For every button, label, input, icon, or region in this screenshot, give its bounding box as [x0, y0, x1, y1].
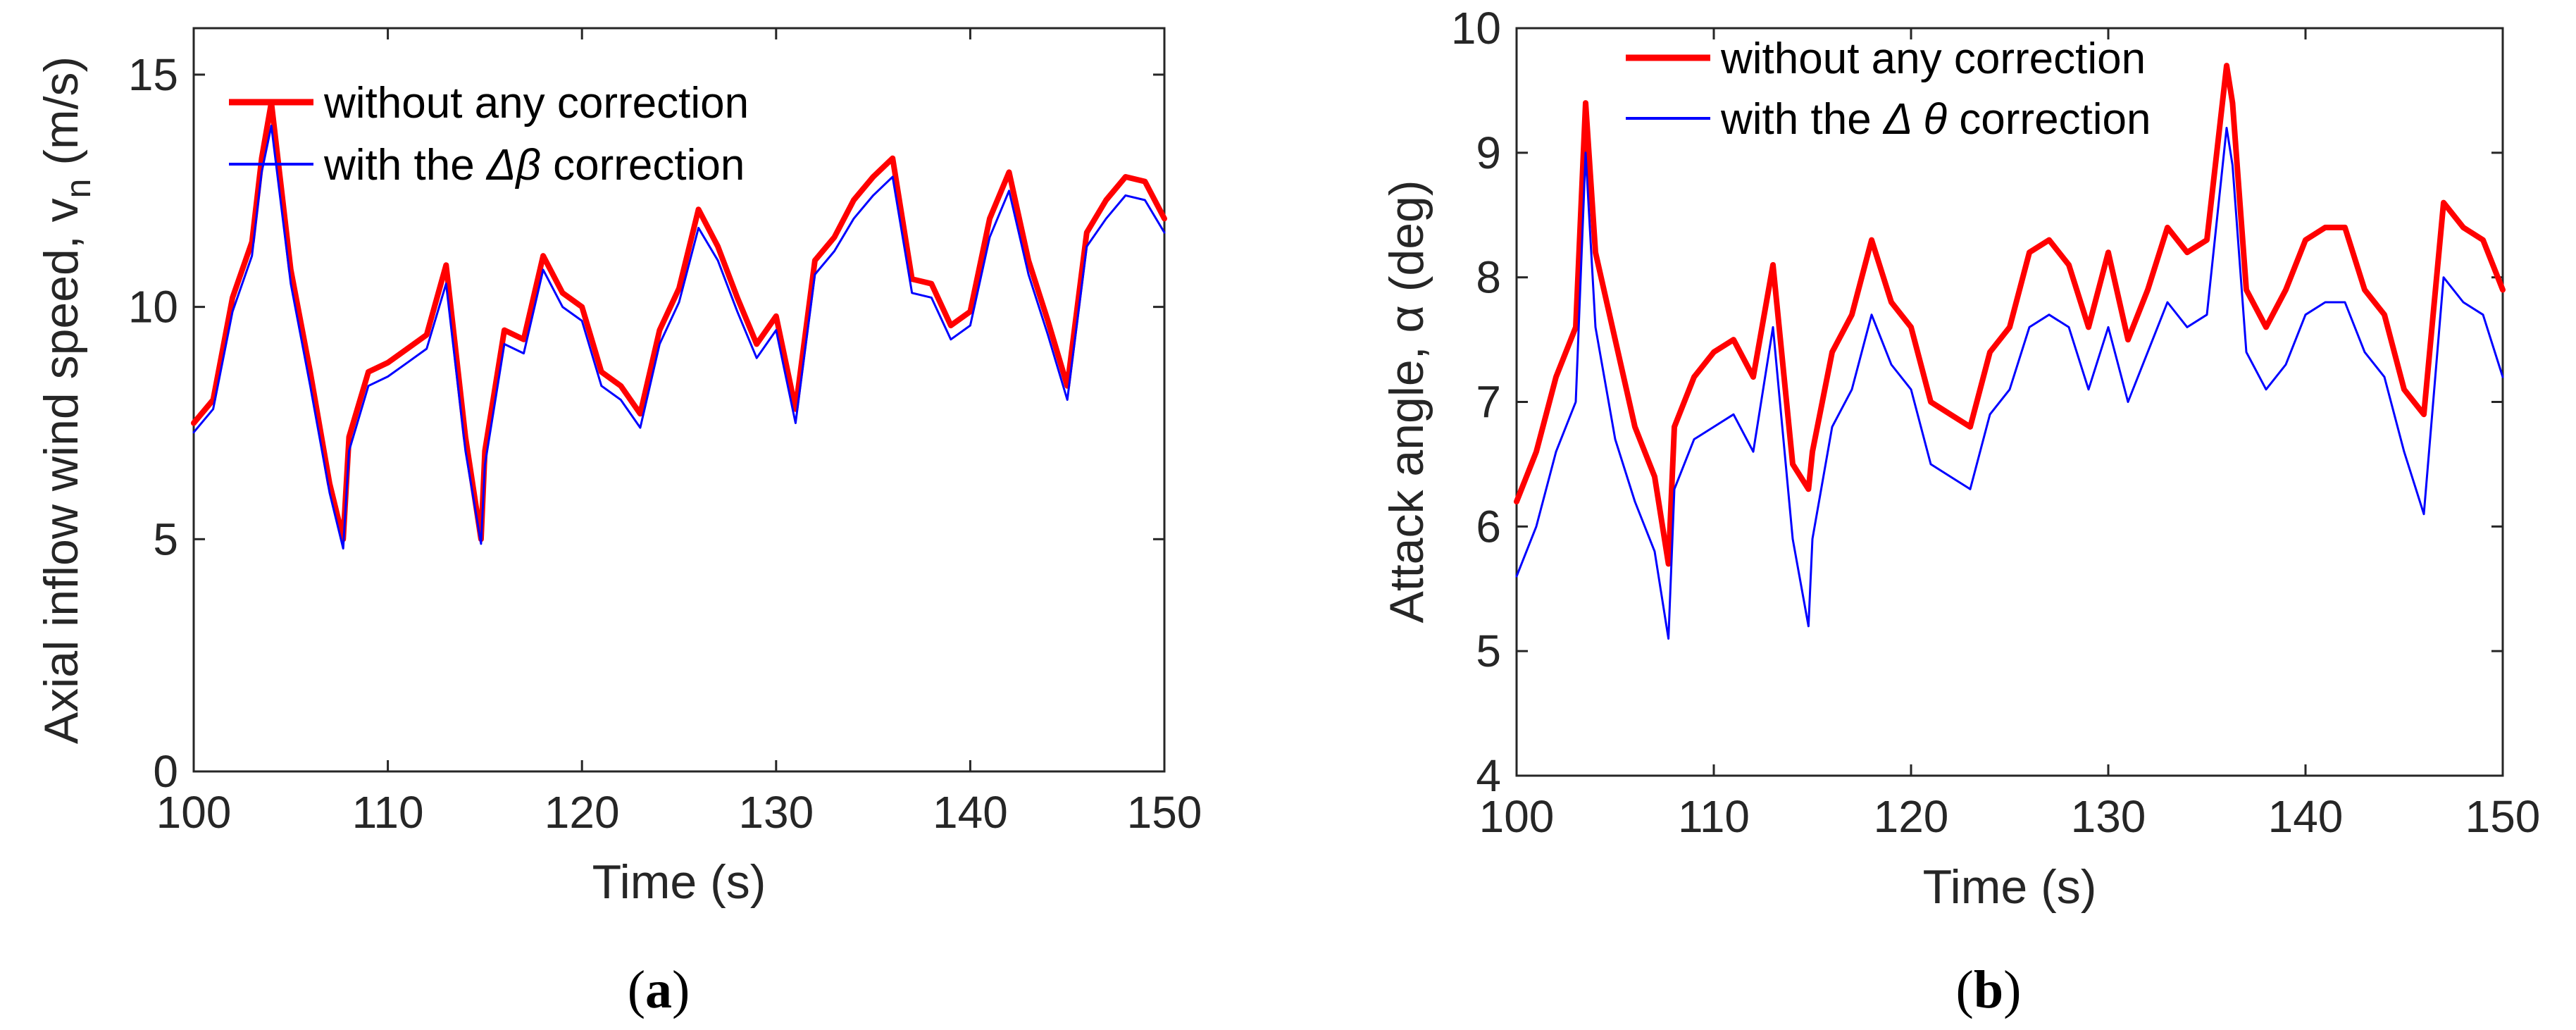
legend-a: without any correction with the Δβ corre… — [229, 79, 749, 190]
y-tick-label-b-2: 6 — [1476, 501, 1501, 552]
x-tick-label-a-5: 150 — [1127, 787, 1202, 838]
x-tick-labels-a: 100 110 120 130 140 150 — [156, 787, 1202, 838]
x-tick-label-b-1: 110 — [1678, 791, 1750, 842]
x-tick-label-a-0: 100 — [156, 787, 232, 838]
plot-area-a — [192, 27, 1166, 773]
legend-label-red-a: without any correction — [323, 79, 749, 128]
y-tick-label-b-3: 7 — [1476, 377, 1501, 428]
x-axis-label-b: Time (s) — [1923, 860, 2097, 914]
legend-label-blue-a: with the Δβ correction — [323, 141, 745, 190]
x-tick-label-a-4: 140 — [933, 787, 1008, 838]
x-tick-label-a-1: 110 — [352, 787, 424, 838]
y-tick-label-a-0: 0 — [153, 746, 178, 797]
plot-area-b — [1515, 27, 2504, 777]
y-tick-label-b-6: 10 — [1451, 3, 1501, 54]
caption-b: (b) — [1956, 960, 2022, 1019]
y-tick-label-a-1: 5 — [153, 514, 178, 564]
series-lines-b — [1514, 63, 2506, 640]
x-tick-label-b-2: 120 — [1874, 791, 1949, 842]
series-line-a-with-correction — [192, 125, 1166, 550]
tick-marks-a — [192, 28, 1166, 773]
series-line-a-without-correction — [191, 99, 1167, 542]
x-tick-label-b-4: 140 — [2268, 791, 2344, 842]
x-tick-label-a-2: 120 — [545, 787, 620, 838]
y-tick-label-b-4: 8 — [1476, 252, 1501, 303]
legend-label-blue-b: with the Δ θ correction — [1720, 95, 2151, 144]
caption-a: (a) — [628, 960, 690, 1019]
y-tick-label-b-1: 5 — [1476, 626, 1501, 676]
series-lines-a — [191, 99, 1167, 550]
x-tick-label-b-0: 100 — [1479, 791, 1555, 842]
y-tick-label-a-2: 10 — [128, 282, 178, 333]
y-axis-label-b: Attack angle, α (deg) — [1380, 180, 1433, 623]
chart-panel-a: 0 5 10 15 100 110 120 130 140 150 Time (s) Axial… — [35, 27, 1202, 1019]
y-tick-label-b-5: 9 — [1476, 128, 1501, 178]
tick-marks-b — [1515, 27, 2504, 777]
legend-label-red-b: without any correction — [1720, 35, 2146, 83]
y-tick-label-b-0: 4 — [1476, 750, 1501, 801]
x-axis-label-a: Time (s) — [592, 855, 766, 909]
x-tick-label-b-3: 130 — [2071, 791, 2146, 842]
x-tick-label-a-3: 130 — [738, 787, 814, 838]
legend-b: without any correction with the Δ θ corr… — [1626, 35, 2151, 144]
y-tick-labels-b: 4 5 6 7 8 9 10 — [1451, 3, 1501, 801]
x-tick-label-b-5: 150 — [2465, 791, 2541, 842]
y-tick-label-a-3: 15 — [128, 49, 178, 100]
y-tick-labels-a: 0 5 10 15 — [128, 49, 178, 797]
series-line-b-with-correction — [1515, 127, 2504, 640]
series-line-b-without-correction — [1514, 63, 2506, 567]
y-axis-label-a: Axial inflow wind speed, vn (m/s) — [35, 56, 98, 744]
chart-panel-b: 4 5 6 7 8 9 10 100 110 120 130 140 150 Time (s) Att… — [1380, 3, 2540, 1019]
x-tick-labels-b: 100 110 120 130 140 150 — [1479, 791, 2541, 842]
